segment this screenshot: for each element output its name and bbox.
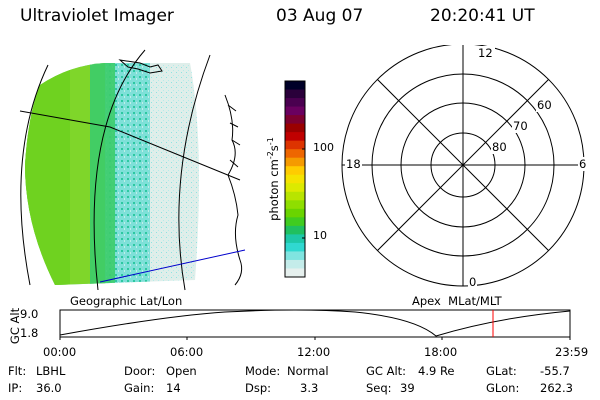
colorbar-band xyxy=(285,183,305,193)
colorbar-band xyxy=(285,89,305,99)
coastline xyxy=(118,59,243,286)
colorbar-band xyxy=(285,242,305,252)
mlt-6-label: 6 xyxy=(578,157,588,171)
lat-70-label: 70 xyxy=(512,119,529,133)
colorbar-band xyxy=(285,208,305,218)
colorbar-band xyxy=(285,217,305,227)
altitude-curve xyxy=(59,309,571,337)
colorbar-band xyxy=(285,200,305,210)
glat-value: -55.7 xyxy=(540,364,570,378)
time-label: 20:20:41 UT xyxy=(430,6,535,26)
colorbar-band xyxy=(285,149,305,159)
glat-label: GLat: xyxy=(486,364,517,378)
flt-label: Flt: xyxy=(8,364,27,378)
colorbar-band xyxy=(285,251,305,261)
dsp-label: Dsp: xyxy=(245,381,272,395)
colorbar xyxy=(284,80,306,278)
colorbar-tick-100: 100 xyxy=(313,141,334,154)
flt-value: LBHL xyxy=(36,364,66,378)
gain-label: Gain: xyxy=(124,381,155,395)
dsp-value: 3.3 xyxy=(300,381,319,395)
alt-ymax-label: 9.0 xyxy=(20,307,39,321)
geographic-image-panel xyxy=(19,49,246,291)
mode-value: Normal xyxy=(287,364,329,378)
alt-ymin-label: 1.8 xyxy=(20,326,39,340)
mlt-18-label: 18 xyxy=(345,157,362,171)
xtick-0600: 06:00 xyxy=(170,345,204,359)
colorbar-band xyxy=(285,115,305,125)
polar-diagonal-2 xyxy=(377,79,549,251)
colorbar-band xyxy=(285,81,305,91)
lat-80-label: 80 xyxy=(491,140,508,154)
colorbar-band xyxy=(285,123,305,133)
gain-value: 14 xyxy=(166,381,181,395)
polar-mlt-plot xyxy=(341,45,585,287)
date-label: 03 Aug 07 xyxy=(276,6,364,26)
colorbar-band xyxy=(285,166,305,176)
colorbar-tick-10: 10 xyxy=(313,229,327,242)
door-value: Open xyxy=(166,364,197,378)
glon-label: GLon: xyxy=(486,381,520,395)
colorbar-band xyxy=(285,140,305,150)
colorbar-band xyxy=(285,259,305,269)
seq-label: Seq: xyxy=(366,381,392,395)
ip-value: 36.0 xyxy=(36,381,62,395)
colorbar-band xyxy=(285,234,305,244)
colorbar-band xyxy=(285,268,305,278)
mlt-12-label: 12 xyxy=(476,46,495,60)
seq-value: 39 xyxy=(400,381,415,395)
coastline-blue xyxy=(99,249,246,283)
colorbar-band xyxy=(285,174,305,184)
colorbar-band xyxy=(285,225,305,235)
colorbar-band xyxy=(285,132,305,142)
colorbar-band xyxy=(285,106,305,116)
gc-alt-label: GC Alt: xyxy=(366,364,407,378)
colorbar-band xyxy=(285,157,305,167)
ip-label: IP: xyxy=(8,381,23,395)
xtick-0000: 00:00 xyxy=(43,345,77,359)
xtick-2359: 23:59 xyxy=(555,345,589,359)
lat-lon-grid xyxy=(19,49,241,291)
colorbar-band xyxy=(285,191,305,201)
lat-60-label: 60 xyxy=(536,98,553,112)
instrument-title: Ultraviolet Imager xyxy=(20,6,174,26)
apex-label: Apex MLat/MLT xyxy=(412,294,502,308)
colorbar-unit-label: photon cm-2s-1 xyxy=(266,137,281,221)
xtick-1800: 18:00 xyxy=(424,345,458,359)
door-label: Door: xyxy=(124,364,156,378)
aurora-image xyxy=(25,63,199,285)
geographic-label: Geographic Lat/Lon xyxy=(70,294,183,308)
xtick-1200: 12:00 xyxy=(297,345,331,359)
colorbar-band xyxy=(285,98,305,108)
colorbar-frame xyxy=(284,80,306,278)
altitude-plot xyxy=(59,309,571,340)
gc-alt-value: 4.9 Re xyxy=(418,364,455,378)
glon-value: 262.3 xyxy=(540,381,573,395)
mlt-0-label: 0 xyxy=(468,275,478,289)
mode-label: Mode: xyxy=(245,364,281,378)
